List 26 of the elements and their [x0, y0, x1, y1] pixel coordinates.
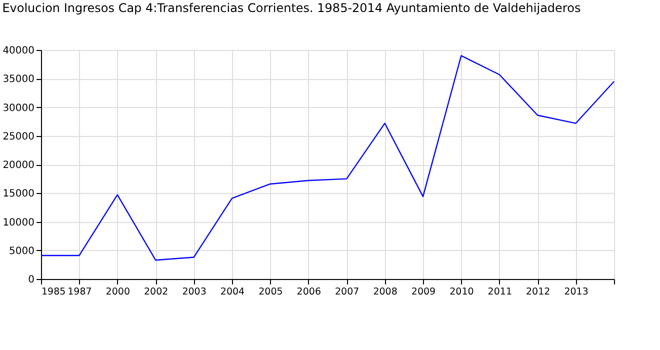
y-tick-label: 30000	[2, 102, 34, 114]
y-tick-label: 0	[28, 274, 34, 286]
y-tick-label: 35000	[2, 74, 34, 86]
x-tick-label: 2006	[296, 286, 321, 298]
y-tick-label: 40000	[2, 46, 34, 56]
y-tick-label: 5000	[9, 246, 34, 257]
x-tick-label: 1985	[42, 286, 66, 298]
y-tick-label: 25000	[2, 131, 34, 142]
x-tick-label: 2011	[488, 286, 512, 298]
x-tick-label: 2005	[258, 286, 283, 298]
x-tick-label: 2002	[144, 286, 168, 298]
y-tick-label: 10000	[2, 217, 34, 228]
x-tick-label: 2010	[450, 286, 474, 298]
x-tick-label: 2013	[564, 286, 588, 298]
line-series	[40, 55, 615, 261]
y-tick-label: 15000	[2, 188, 34, 200]
x-tick-label: 2004	[220, 286, 245, 298]
x-tick-label: 2008	[373, 286, 398, 298]
y-tick-label: 20000	[2, 160, 34, 171]
x-tick-label: 2003	[182, 286, 206, 298]
x-tick-label: 2009	[411, 286, 436, 298]
x-tick-label: 1987	[68, 286, 92, 298]
x-tick-label: 2012	[526, 286, 550, 298]
x-tick-label: 2000	[106, 286, 130, 298]
x-tick-label: 2007	[335, 286, 360, 298]
chart-title: Evolucion Ingresos Cap 4:Transferencias Corrientes. 1985-2014 Ayuntamiento de Valdehijaderos	[2, 1, 581, 15]
